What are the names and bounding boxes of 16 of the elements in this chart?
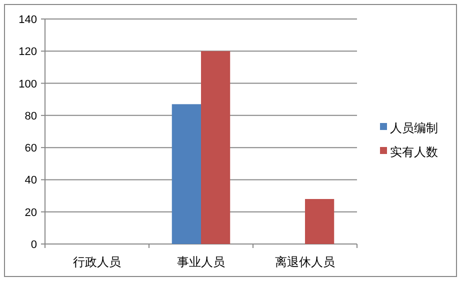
y-tick-label: 40	[24, 174, 37, 187]
legend-label: 人员编制	[390, 121, 438, 135]
bar	[201, 51, 230, 244]
y-tick-label: 100	[18, 78, 37, 90]
bar	[305, 199, 334, 244]
y-tick-label: 140	[18, 14, 37, 26]
x-tick-label: 离退休人员	[275, 255, 335, 269]
legend-label: 实有人数	[390, 145, 438, 159]
x-tick-label: 事业人员	[177, 255, 225, 269]
y-tick-label: 80	[24, 110, 37, 122]
y-tick-label: 0	[30, 239, 37, 251]
y-tick-label: 120	[18, 46, 37, 58]
x-tick-label: 行政人员	[73, 255, 121, 269]
bar	[172, 104, 201, 244]
y-tick-label: 60	[24, 142, 37, 155]
y-tick-label: 20	[24, 206, 37, 219]
